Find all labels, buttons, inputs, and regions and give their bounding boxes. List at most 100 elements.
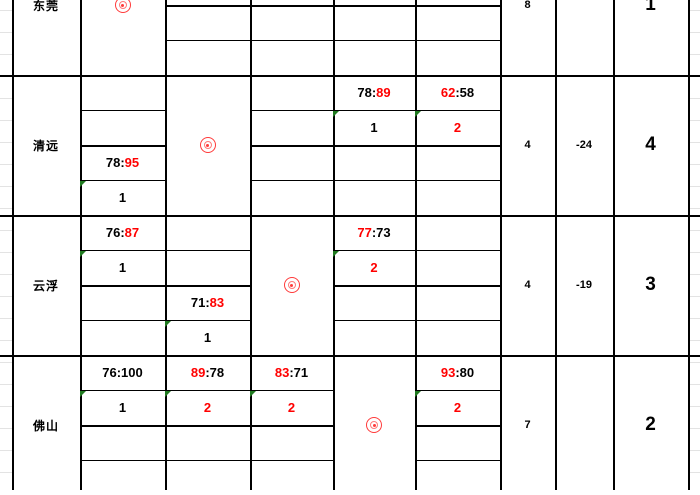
- team-point-diff-label: -24: [576, 139, 592, 151]
- green-corner-triangle-icon: [165, 320, 172, 327]
- match-score-cell[interactable]: 83:71: [250, 355, 333, 390]
- cell-divider: [333, 145, 415, 147]
- table-left-frame: [12, 0, 14, 490]
- team-name-label: 东莞: [32, 0, 59, 13]
- sheet-gridline: [690, 428, 700, 429]
- cell-divider: [80, 110, 165, 111]
- team-points-cell[interactable]: 8: [500, 0, 555, 75]
- match-result-cell[interactable]: 2: [415, 390, 500, 425]
- sheet-gridline: [0, 428, 12, 429]
- match-result-cell[interactable]: 2: [165, 390, 250, 425]
- match-score-cell[interactable]: 76:100: [80, 355, 165, 390]
- match-result-label: 2: [203, 400, 212, 415]
- sheet-gridline: [690, 120, 700, 121]
- match-result-cell[interactable]: 1: [165, 320, 250, 355]
- match-result-label: 1: [118, 190, 127, 205]
- match-score-label: 93:80: [440, 365, 475, 380]
- cell-divider: [250, 110, 333, 111]
- cell-divider: [333, 110, 415, 111]
- team-points-cell[interactable]: 4: [500, 215, 555, 355]
- cell-divider: [333, 320, 415, 321]
- cell-divider: [415, 40, 500, 41]
- table-right-frame: [688, 0, 690, 490]
- match-result-cell[interactable]: 2: [250, 390, 333, 425]
- match-result-cell[interactable]: 2: [415, 110, 500, 145]
- team-name-cell[interactable]: 清远: [12, 75, 80, 215]
- team-rank-cell[interactable]: 2: [613, 355, 688, 495]
- match-result-cell[interactable]: 2: [333, 250, 415, 285]
- sheet-gridline: [0, 54, 12, 55]
- match-score-cell[interactable]: 62:58: [415, 75, 500, 110]
- green-corner-triangle-icon: [80, 250, 87, 257]
- match-result-label: 2: [453, 120, 462, 135]
- team-points-label: 4: [524, 279, 531, 291]
- stats-column-divider: [555, 0, 557, 490]
- cell-divider: [165, 425, 250, 427]
- team-rank-cell[interactable]: 4: [613, 75, 688, 215]
- match-score-cell[interactable]: 71:83: [165, 285, 250, 320]
- sheet-gridline: [690, 296, 700, 297]
- sheet-gridline: [0, 230, 12, 231]
- sheet-gridline: [0, 450, 12, 451]
- team-point-diff-cell[interactable]: [555, 355, 613, 495]
- team-points-cell[interactable]: 4: [500, 75, 555, 215]
- team-name-cell[interactable]: 佛山: [12, 355, 80, 495]
- cell-divider: [415, 285, 500, 287]
- match-result-cell[interactable]: 1: [80, 180, 165, 215]
- match-score-label: 78:89: [357, 85, 391, 100]
- cell-divider: [333, 40, 415, 41]
- cell-divider: [333, 250, 415, 251]
- match-result-label: 2: [453, 400, 462, 415]
- target-icon: [199, 137, 216, 153]
- team-name-cell[interactable]: 东莞: [12, 0, 80, 75]
- opponent-column-divider: [333, 0, 335, 490]
- team-rank-cell[interactable]: 1: [613, 0, 688, 75]
- match-result-label: 1: [118, 400, 127, 415]
- team-point-diff-label: -19: [576, 279, 592, 291]
- green-corner-triangle-icon: [80, 390, 87, 397]
- match-score-cell[interactable]: 78:95: [80, 145, 165, 180]
- team-name-cell[interactable]: 云浮: [12, 215, 80, 355]
- sheet-gridline: [690, 252, 700, 253]
- cell-divider: [415, 145, 500, 147]
- match-score-cell[interactable]: 77:73: [333, 215, 415, 250]
- match-score-cell[interactable]: 78:89: [333, 75, 415, 110]
- sheet-gridline: [690, 98, 700, 99]
- team-rank-label: 4: [645, 134, 656, 155]
- cell-divider: [415, 180, 500, 181]
- target-icon: [114, 0, 131, 13]
- team-name-label: 云浮: [32, 278, 59, 293]
- match-score-cell[interactable]: 93:80: [415, 355, 500, 390]
- match-result-label: 2: [370, 260, 378, 275]
- match-result-cell[interactable]: 1: [80, 250, 165, 285]
- cell-divider: [80, 425, 165, 427]
- sheet-gridline: [0, 318, 12, 319]
- team-point-diff-cell[interactable]: [555, 0, 613, 75]
- team-rank-cell[interactable]: 3: [613, 215, 688, 355]
- sheet-gridline: [690, 384, 700, 385]
- match-result-cell[interactable]: 1: [333, 110, 415, 145]
- self-match-cell: [80, 0, 165, 75]
- sheet-gridline: [690, 10, 700, 11]
- sheet-gridline: [0, 472, 12, 473]
- cell-divider: [250, 425, 333, 427]
- match-score-label: 62:58: [440, 85, 475, 100]
- cell-divider: [415, 110, 500, 111]
- green-corner-triangle-icon: [415, 110, 422, 117]
- cell-divider: [165, 285, 250, 287]
- team-point-diff-cell[interactable]: -19: [555, 215, 613, 355]
- sheet-gridline: [0, 384, 12, 385]
- match-score-cell[interactable]: 89:78: [165, 355, 250, 390]
- team-row-divider: [0, 355, 700, 357]
- stats-column-divider: [613, 0, 615, 490]
- match-result-cell[interactable]: 1: [80, 390, 165, 425]
- match-score-cell[interactable]: 76:87: [80, 215, 165, 250]
- sheet-gridline: [0, 10, 12, 11]
- stats-column-divider: [500, 0, 502, 490]
- team-point-diff-cell[interactable]: -24: [555, 75, 613, 215]
- sheet-gridline: [690, 450, 700, 451]
- sheet-gridline: [0, 362, 12, 363]
- team-points-cell[interactable]: 7: [500, 355, 555, 495]
- team-rank-label: 2: [645, 414, 656, 435]
- cell-divider: [250, 460, 333, 461]
